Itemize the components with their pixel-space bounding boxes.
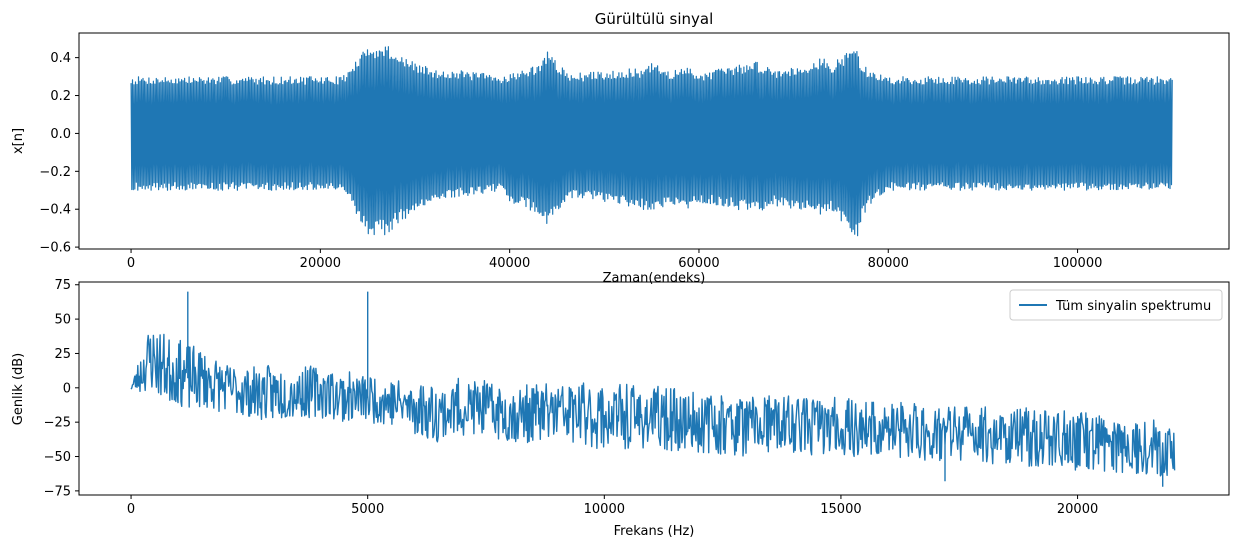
legend-label: Tüm sinyalin spektrumu (1055, 299, 1211, 314)
spectrum-x-tick-label: 20000 (1057, 502, 1098, 517)
signal-x-tick-label: 40000 (489, 256, 530, 271)
spectrum-x-tick-label: 10000 (584, 502, 625, 517)
signal-plot-area (78, 32, 1230, 250)
signal-x-tick-label: 80000 (868, 256, 909, 271)
spectrum-y-tick-label: 75 (54, 278, 71, 293)
signal-y-tick-label: −0.6 (39, 241, 71, 256)
signal-x-axis-label: Zaman(endeks) (603, 271, 706, 286)
signal-series (130, 46, 1173, 237)
spectrum-x-tick-label: 0 (127, 502, 135, 517)
spectrum-x-ticks: 0 5000 10000 15000 20000 (127, 495, 1098, 517)
signal-chart-title: Gürültülü sinyal (595, 10, 714, 28)
spectrum-y-tick-label: 50 (54, 313, 71, 328)
signal-y-ticks: −0.6 −0.4 −0.2 0.0 0.2 0.4 (39, 51, 79, 256)
spectrum-legend: Tüm sinyalin spektrumu (1009, 289, 1223, 321)
spectrum-series (130, 291, 1176, 487)
signal-x-tick-label: 0 (127, 256, 135, 271)
spectrum-y-tick-label: −50 (44, 450, 71, 465)
signal-x-tick-label: 100000 (1053, 256, 1103, 271)
signal-x-ticks: 0 20000 40000 60000 80000 100000 (127, 249, 1102, 271)
legend-box (1009, 289, 1223, 321)
spectrum-y-axis-label: Genlik (dB) (11, 353, 26, 426)
signal-y-tick-label: 0.2 (50, 89, 71, 104)
spectrum-y-tick-label: −75 (44, 484, 71, 499)
signal-x-tick-label: 60000 (678, 256, 719, 271)
signal-x-tick-label: 20000 (300, 256, 341, 271)
spectrum-y-ticks: −75 −50 −25 0 25 50 75 (44, 278, 79, 499)
signal-y-tick-label: 0.4 (50, 51, 71, 66)
spectrum-y-tick-label: 25 (54, 347, 71, 362)
spectrum-x-axis-label: Frekans (Hz) (614, 524, 695, 539)
spectrum-y-tick-label: 0 (63, 381, 71, 396)
signal-y-tick-label: −0.2 (39, 165, 71, 180)
signal-y-tick-label: 0.0 (50, 127, 71, 142)
spectrum-series-line (130, 291, 1176, 487)
spectrum-axes: 0 5000 10000 15000 20000 −75 −50 −25 0 25 50 75 Fr… (11, 278, 1230, 539)
spectrum-y-tick-label: −25 (44, 416, 71, 431)
spectrum-plot-area (78, 281, 1230, 496)
signal-y-tick-label: −0.4 (39, 203, 71, 218)
spectrum-x-tick-label: 15000 (820, 502, 861, 517)
signal-series-line (130, 46, 1173, 237)
spectrum-axes-frame (78, 281, 1230, 496)
signal-axes-frame (78, 32, 1230, 250)
spectrum-x-tick-label: 5000 (351, 502, 384, 517)
signal-y-axis-label: x[n] (11, 128, 26, 154)
